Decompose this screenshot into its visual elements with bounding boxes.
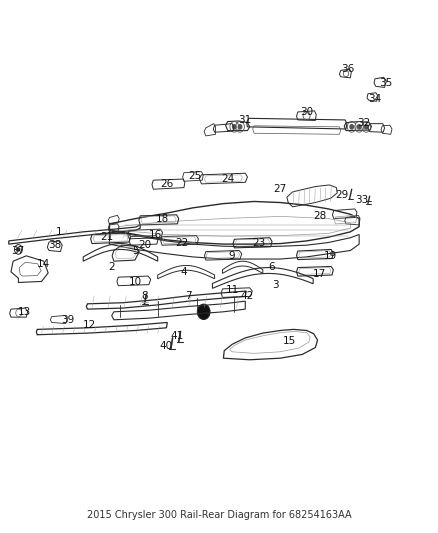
Text: 7: 7 bbox=[185, 291, 192, 301]
Text: 4: 4 bbox=[180, 267, 187, 277]
Text: 37: 37 bbox=[11, 246, 24, 255]
Text: 28: 28 bbox=[313, 211, 326, 221]
Text: 36: 36 bbox=[342, 64, 355, 74]
Text: 16: 16 bbox=[149, 230, 162, 239]
Circle shape bbox=[364, 125, 368, 129]
Text: 24: 24 bbox=[221, 174, 234, 183]
Text: 27: 27 bbox=[274, 184, 287, 194]
Circle shape bbox=[357, 125, 361, 129]
Text: 41: 41 bbox=[171, 331, 184, 341]
Circle shape bbox=[350, 125, 353, 129]
Text: 13: 13 bbox=[18, 307, 31, 317]
Text: 15: 15 bbox=[283, 336, 296, 346]
Text: 39: 39 bbox=[61, 315, 74, 325]
Text: 20: 20 bbox=[138, 240, 151, 250]
Text: 26: 26 bbox=[160, 179, 173, 189]
Text: 17: 17 bbox=[313, 270, 326, 279]
Text: 12: 12 bbox=[83, 320, 96, 330]
Circle shape bbox=[233, 125, 236, 129]
Text: 38: 38 bbox=[48, 240, 61, 250]
Text: 30: 30 bbox=[300, 107, 313, 117]
Text: 31: 31 bbox=[239, 115, 252, 125]
Text: 14: 14 bbox=[37, 259, 50, 269]
Text: 19: 19 bbox=[324, 251, 337, 261]
Text: 35: 35 bbox=[379, 78, 392, 87]
Text: 3: 3 bbox=[272, 280, 279, 290]
Text: 23: 23 bbox=[252, 238, 265, 247]
Circle shape bbox=[198, 304, 210, 319]
Text: 32: 32 bbox=[357, 118, 370, 127]
Circle shape bbox=[17, 248, 20, 251]
Text: 6: 6 bbox=[268, 262, 275, 271]
Text: 2: 2 bbox=[108, 262, 115, 271]
Text: 21: 21 bbox=[101, 232, 114, 242]
Text: 8: 8 bbox=[141, 291, 148, 301]
Text: 29: 29 bbox=[335, 190, 348, 199]
Text: 25: 25 bbox=[188, 171, 201, 181]
Text: 18: 18 bbox=[155, 214, 169, 223]
Text: 5: 5 bbox=[132, 246, 139, 255]
Text: 9: 9 bbox=[229, 251, 236, 261]
Text: 42: 42 bbox=[241, 291, 254, 301]
Text: 34: 34 bbox=[368, 94, 381, 103]
Text: 11: 11 bbox=[226, 286, 239, 295]
Circle shape bbox=[238, 125, 242, 129]
Text: 10: 10 bbox=[129, 278, 142, 287]
Text: 22: 22 bbox=[175, 238, 188, 247]
Text: 33: 33 bbox=[355, 195, 368, 205]
Text: 2015 Chrysler 300 Rail-Rear Diagram for 68254163AA: 2015 Chrysler 300 Rail-Rear Diagram for … bbox=[87, 510, 351, 520]
Text: 40: 40 bbox=[160, 342, 173, 351]
Text: 1: 1 bbox=[56, 227, 63, 237]
